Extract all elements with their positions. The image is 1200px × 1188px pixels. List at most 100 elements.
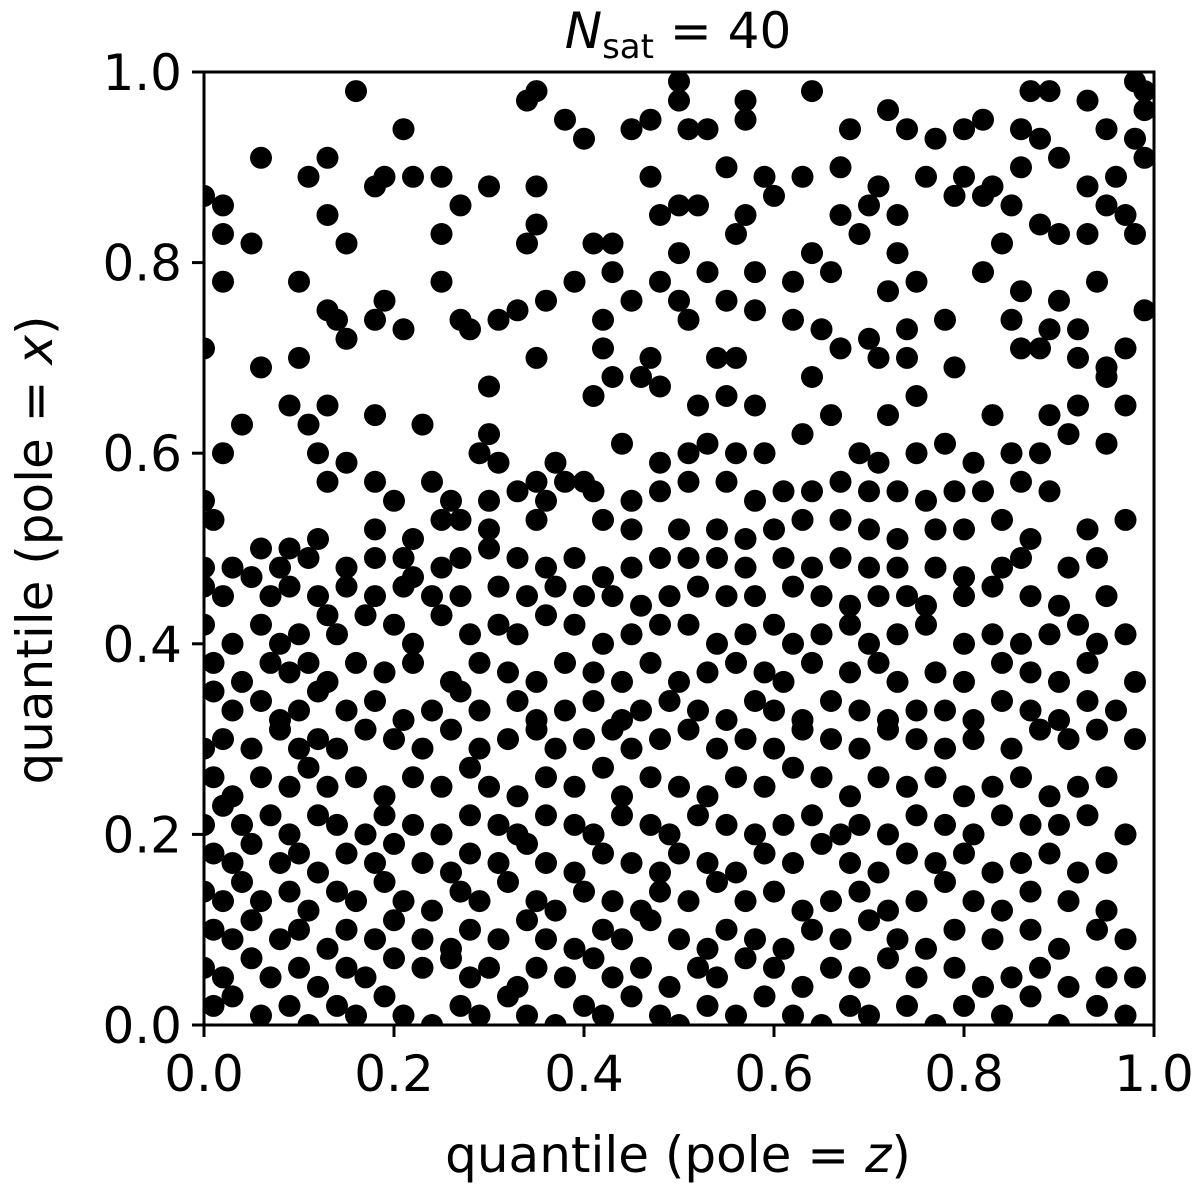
scatter-point (943, 356, 966, 379)
scatter-point (611, 432, 633, 455)
scatter-point (810, 832, 833, 855)
scatter-point (554, 966, 576, 989)
x-axis-label-prefix: quantile (pole = (445, 1126, 865, 1184)
scatter-point (582, 823, 605, 846)
scatter-point (953, 566, 975, 589)
scatter-point (753, 165, 776, 188)
scatter-point (677, 890, 700, 913)
scatter-point (204, 489, 215, 512)
scatter-point (839, 994, 861, 1017)
scatter-point (535, 289, 557, 312)
scatter-point (345, 1004, 367, 1025)
scatter-point (459, 318, 481, 341)
scatter-point (639, 108, 662, 131)
scatter-point (763, 880, 785, 903)
scatter-point (744, 261, 766, 284)
scatter-point (601, 261, 624, 284)
plot-frame (202, 70, 1156, 1027)
scatter-point (801, 80, 823, 103)
scatter-point (1095, 194, 1118, 217)
scatter-point (354, 718, 377, 741)
scatter-point (772, 480, 795, 503)
scatter-point (858, 909, 880, 932)
scatter-point (563, 613, 586, 636)
scatter-point (943, 184, 966, 207)
scatter-point (706, 966, 728, 989)
scatter-point (1086, 994, 1108, 1017)
scatter-point (877, 404, 899, 427)
scatter-point (744, 928, 766, 951)
scatter-point (544, 1014, 567, 1025)
scatter-point (383, 909, 405, 932)
scatter-point (525, 346, 548, 369)
scatter-point (725, 346, 747, 369)
scatter-point (335, 956, 358, 979)
scatter-point (934, 432, 956, 455)
scatter-point (668, 1014, 690, 1025)
scatter-point (715, 289, 738, 312)
scatter-point (563, 775, 586, 798)
scatter-point (573, 728, 595, 751)
scatter-point (611, 785, 633, 808)
scatter-point (782, 756, 804, 779)
scatter-point (307, 585, 329, 608)
scatter-point (373, 804, 396, 827)
scatter-point (953, 632, 975, 655)
y-tick-label: 0.4 (102, 616, 182, 674)
scatter-point (592, 566, 614, 589)
scatter-point (373, 165, 396, 188)
scatter-point (563, 813, 586, 836)
x-tick-label: 0.4 (544, 1045, 624, 1103)
scatter-point (620, 852, 643, 874)
scatter-point (516, 832, 538, 855)
scatter-point (658, 975, 681, 998)
y-tick-label: 0.8 (102, 235, 182, 293)
scatter-point (1095, 899, 1118, 922)
y-tick-label: 1.0 (102, 44, 182, 102)
scatter-point (943, 956, 966, 979)
scatter-point (1010, 632, 1032, 655)
scatter-point (297, 651, 320, 674)
scatter-point (316, 470, 339, 493)
scatter-point (962, 728, 985, 751)
scatter-point (943, 918, 966, 941)
scatter-point (1000, 194, 1023, 217)
scatter-point (497, 661, 519, 684)
scatter-point (259, 651, 282, 674)
scatter-point (896, 318, 918, 341)
scatter-point (1038, 785, 1061, 808)
scatter-point (204, 508, 225, 531)
scatter-point (763, 699, 785, 722)
scatter-point (373, 661, 396, 684)
scatter-point (573, 994, 595, 1017)
scatter-point (449, 194, 472, 217)
scatter-point (204, 842, 225, 865)
scatter-point (753, 842, 776, 865)
scatter-point (829, 204, 852, 226)
scatter-point (212, 966, 234, 989)
scatter-point (554, 699, 576, 722)
scatter-point (953, 994, 975, 1017)
scatter-point (364, 690, 386, 712)
scatter-point (250, 146, 272, 169)
scatter-point (611, 670, 633, 693)
scatter-point (1057, 975, 1080, 998)
scatter-point (706, 518, 728, 541)
scatter-point (250, 356, 272, 379)
scatter-point (326, 623, 348, 646)
scatter-point (1076, 175, 1099, 198)
scatter-point (525, 80, 548, 103)
scatter-point (734, 947, 757, 970)
scatter-point (1010, 470, 1032, 493)
scatter-point (212, 585, 234, 608)
scatter-point (592, 918, 614, 941)
scatter-point (820, 404, 842, 427)
scatter-point (204, 813, 215, 836)
scatter-point (677, 718, 700, 741)
scatter-point (478, 489, 500, 512)
scatter-point (991, 1004, 1013, 1025)
scatter-point (468, 651, 491, 674)
scatter-point (934, 813, 956, 836)
scatter-point (1114, 823, 1137, 846)
